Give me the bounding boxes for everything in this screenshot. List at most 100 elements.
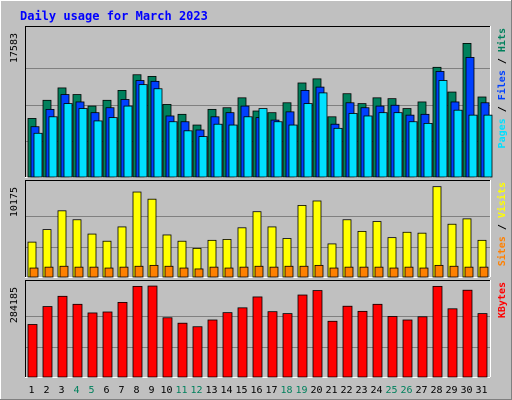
series-label-part: Hits xyxy=(496,28,508,52)
day-label-23: 23 xyxy=(355,385,367,396)
bar-visits-day-28 xyxy=(432,186,442,278)
bar-sites-day-14 xyxy=(224,267,234,278)
bar-sites-day-4 xyxy=(74,266,84,278)
y-max-label: 10175 xyxy=(9,187,20,217)
bar-kbytes-day-26 xyxy=(402,319,413,378)
bar-sites-day-23 xyxy=(359,266,369,278)
day-label-19: 19 xyxy=(295,385,307,396)
day-label-12: 12 xyxy=(190,385,202,396)
bar-pages-day-18 xyxy=(288,124,298,178)
bar-pages-day-17 xyxy=(273,121,283,178)
day-label-6: 6 xyxy=(103,385,109,396)
bar-kbytes-day-31 xyxy=(477,313,488,378)
series-label: Pages / Files / Hits xyxy=(496,28,508,148)
bar-sites-day-11 xyxy=(179,267,189,278)
bar-kbytes-day-12 xyxy=(192,326,203,378)
series-label-part: / xyxy=(497,100,508,118)
series-legend-labels: Pages / Files / Hits Sites / Visits KBytes xyxy=(496,28,508,318)
bar-sites-day-6 xyxy=(104,267,114,278)
day-label-21: 21 xyxy=(325,385,337,396)
day-label-26: 26 xyxy=(400,385,412,396)
bar-kbytes-day-23 xyxy=(357,310,368,378)
bar-sites-day-20 xyxy=(314,264,324,278)
bar-kbytes-day-13 xyxy=(207,319,218,378)
bar-pages-day-25 xyxy=(393,112,403,178)
day-label-15: 15 xyxy=(235,385,247,396)
bar-sites-day-8 xyxy=(134,265,144,278)
bar-sites-day-24 xyxy=(374,266,384,278)
bar-kbytes-day-19 xyxy=(297,294,308,378)
bar-pages-day-1 xyxy=(33,132,43,178)
bar-kbytes-day-20 xyxy=(312,290,323,378)
day-label-17: 17 xyxy=(265,385,277,396)
bar-kbytes-day-1 xyxy=(27,324,38,378)
bar-sites-day-31 xyxy=(479,266,489,278)
y-max-label: 284185 xyxy=(9,287,20,323)
day-label-22: 22 xyxy=(340,385,352,396)
bar-kbytes-day-22 xyxy=(342,305,353,378)
bar-sites-day-1 xyxy=(29,267,39,278)
day-label-1: 1 xyxy=(28,385,34,396)
bar-kbytes-day-5 xyxy=(87,312,98,378)
bar-sites-day-30 xyxy=(464,266,474,278)
day-label-28: 28 xyxy=(430,385,442,396)
bar-pages-day-3 xyxy=(63,103,73,178)
day-label-8: 8 xyxy=(133,385,139,396)
bar-sites-day-7 xyxy=(119,266,129,278)
series-label-part: Sites xyxy=(496,236,508,266)
series-label-part: / xyxy=(497,218,508,236)
bar-sites-day-19 xyxy=(299,265,309,278)
bar-pages-day-13 xyxy=(213,123,223,178)
bar-kbytes-day-21 xyxy=(327,320,338,378)
day-label-2: 2 xyxy=(43,385,49,396)
bar-kbytes-day-17 xyxy=(267,311,278,378)
bar-pages-day-16 xyxy=(258,108,268,178)
day-label-16: 16 xyxy=(250,385,262,396)
day-label-5: 5 xyxy=(88,385,94,396)
bar-kbytes-day-6 xyxy=(102,311,113,378)
day-label-11: 11 xyxy=(175,385,187,396)
day-label-27: 27 xyxy=(415,385,427,396)
bar-sites-day-28 xyxy=(434,264,444,278)
bar-kbytes-day-9 xyxy=(147,285,158,378)
day-label-29: 29 xyxy=(445,385,457,396)
day-label-7: 7 xyxy=(118,385,124,396)
bar-sites-day-16 xyxy=(254,265,264,278)
series-label: Sites / Visits xyxy=(496,182,508,266)
bar-pages-day-26 xyxy=(408,121,418,178)
day-label-18: 18 xyxy=(280,385,292,396)
series-label-part: Pages xyxy=(497,118,508,148)
bar-sites-day-29 xyxy=(449,265,459,278)
bar-pages-day-23 xyxy=(363,115,373,178)
bar-kbytes-day-2 xyxy=(42,306,53,378)
bar-kbytes-day-29 xyxy=(447,308,458,378)
bar-pages-day-6 xyxy=(108,117,118,178)
bar-kbytes-day-11 xyxy=(177,322,188,378)
bar-sites-day-17 xyxy=(269,266,279,278)
day-label-9: 9 xyxy=(148,385,154,396)
bar-kbytes-day-16 xyxy=(252,296,263,378)
day-label-25: 25 xyxy=(385,385,397,396)
bar-pages-day-22 xyxy=(348,113,358,178)
bar-sites-day-2 xyxy=(44,266,54,278)
day-label-4: 4 xyxy=(73,385,79,396)
bar-sites-day-10 xyxy=(164,265,174,278)
bar-sites-day-26 xyxy=(404,266,414,278)
bar-pages-day-19 xyxy=(303,103,313,178)
day-label-3: 3 xyxy=(58,385,64,396)
y-max-label: 17583 xyxy=(9,33,20,63)
bar-kbytes-day-27 xyxy=(417,316,428,378)
bar-sites-day-18 xyxy=(284,265,294,278)
bar-sites-day-15 xyxy=(239,266,249,278)
bar-sites-day-22 xyxy=(344,266,354,278)
bar-pages-day-29 xyxy=(453,109,463,178)
bar-sites-day-21 xyxy=(329,267,339,278)
bar-pages-day-4 xyxy=(78,108,88,178)
bar-sites-day-13 xyxy=(209,266,219,278)
bar-pages-day-24 xyxy=(378,112,388,178)
bar-kbytes-day-28 xyxy=(432,285,443,378)
bar-pages-day-11 xyxy=(183,130,193,178)
bar-pages-day-31 xyxy=(483,114,493,178)
bar-pages-day-12 xyxy=(198,136,208,178)
